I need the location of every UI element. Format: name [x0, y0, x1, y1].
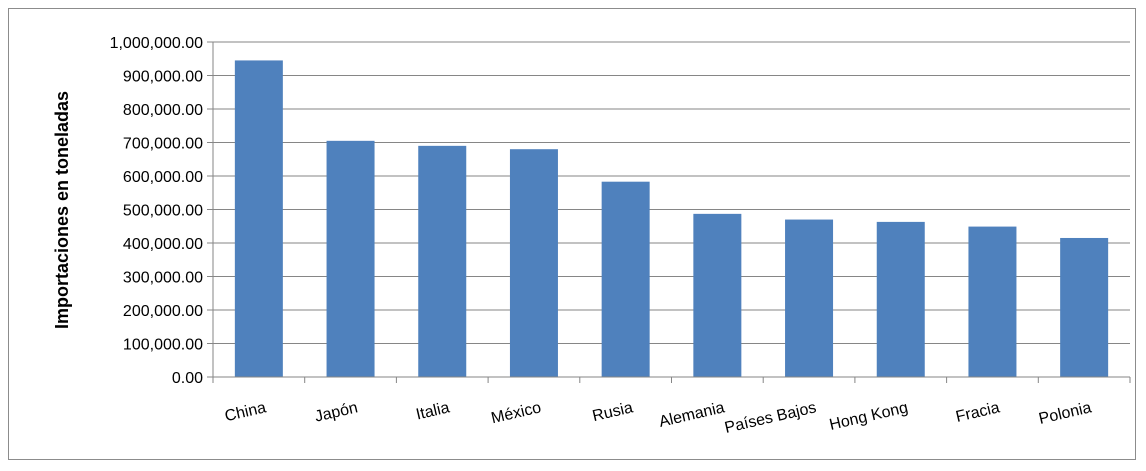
- y-tick-labels: 0.00 100,000.00 200,000.00 300,000.00 400,00…: [110, 35, 204, 387]
- bar-jap-n: [326, 140, 375, 377]
- bar-italia: [418, 145, 467, 377]
- y-tick-label: 1,000,000.00: [110, 35, 204, 52]
- x-category-label: Hong Kong: [828, 399, 910, 434]
- axes: [207, 41, 1131, 383]
- bar-polonia: [1060, 237, 1109, 377]
- bar-alemania: [693, 213, 742, 377]
- y-tick-label: 300,000.00: [123, 270, 203, 287]
- y-tick-label: 600,000.00: [123, 169, 203, 186]
- y-tick-label: 200,000.00: [123, 303, 203, 320]
- bars: [234, 60, 1109, 378]
- bar-china: [234, 60, 283, 378]
- x-category-label: China: [223, 399, 268, 425]
- y-tick-label: 500,000.00: [123, 203, 203, 220]
- x-category-label: Países Bajos: [723, 399, 818, 437]
- x-category-label: Rusia: [591, 399, 635, 425]
- bar-rusia: [601, 181, 650, 377]
- x-category-label: Fracia: [954, 399, 1001, 426]
- x-category-label: México: [490, 399, 543, 427]
- x-category-labels: China Japón Italia México Rusia AlemaniaPaíse…: [223, 399, 1093, 437]
- y-axis-label: Importaciones en toneladas: [52, 91, 72, 329]
- y-tick-label: 800,000.00: [123, 102, 203, 119]
- y-tick-label: 100,000.00: [123, 337, 203, 354]
- chart-frame: [8, 8, 1136, 460]
- y-tick-label: 700,000.00: [123, 136, 203, 153]
- bar-fracia: [968, 226, 1017, 377]
- x-category-label: Italia: [414, 399, 451, 423]
- bar-m-xico: [509, 149, 558, 377]
- x-category-label: Japón: [313, 399, 359, 425]
- y-tick-label: 400,000.00: [123, 236, 203, 253]
- y-tick-label: 0.00: [172, 370, 203, 387]
- bar-hong-kong: [876, 221, 925, 377]
- x-category-label: Polonia: [1037, 399, 1093, 428]
- bar-pa-ses-bajos: [785, 219, 834, 377]
- x-category-label: Alemania: [657, 399, 726, 431]
- y-tick-label: 900,000.00: [123, 69, 203, 86]
